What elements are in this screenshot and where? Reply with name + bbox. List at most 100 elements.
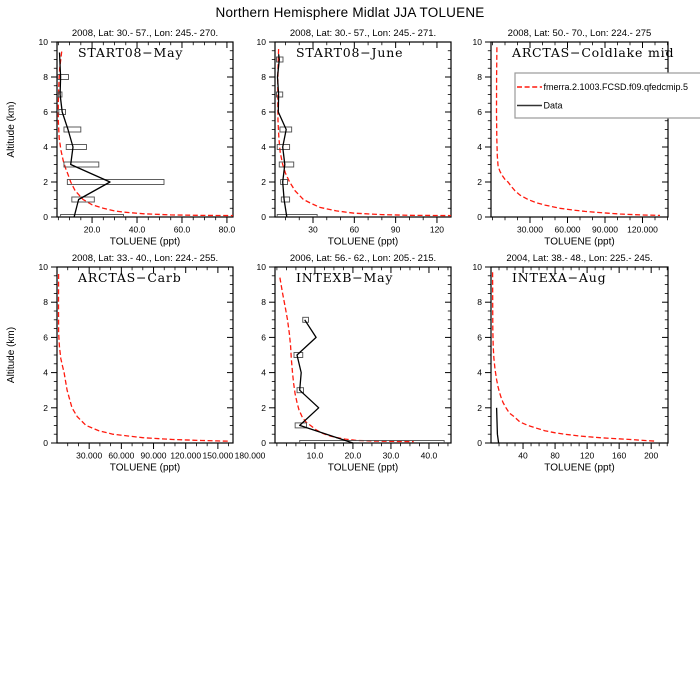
- x-tick-label: 120: [430, 225, 444, 235]
- error-box: [294, 422, 308, 429]
- y-tick-label: 0: [261, 438, 266, 448]
- axis-frame: [56, 41, 234, 218]
- error-box: [293, 352, 304, 358]
- y-tick-label: 2: [477, 177, 482, 187]
- data-curve: [495, 407, 500, 443]
- x-tick-label: 90: [391, 225, 401, 235]
- y-tick-label: 8: [43, 297, 48, 307]
- y-tick-label: 6: [261, 107, 266, 117]
- legend-label: fmerra.2.1003.FCSD.f09.qfedcmip.5: [544, 82, 689, 92]
- x-axis-title: TOLUENE (ppt): [544, 237, 614, 248]
- x-tick-label: 120.000: [170, 451, 201, 461]
- x-tick-label: 30.0: [383, 451, 400, 461]
- x-tick-label: 10.0: [307, 451, 324, 461]
- y-tick-label: 8: [43, 72, 48, 82]
- y-tick-label: 0: [477, 212, 482, 222]
- y-axis-title: Altitude (km): [6, 101, 17, 157]
- y-tick-label: 8: [261, 72, 266, 82]
- y-tick-label: 4: [261, 142, 266, 152]
- axis-frame: [56, 266, 234, 444]
- model-curve: [57, 51, 233, 217]
- panel-label: INTEXB−May: [296, 270, 393, 285]
- model-curve: [279, 277, 414, 443]
- panel-label: START08−May: [78, 45, 183, 60]
- y-tick-label: 10: [257, 37, 267, 47]
- x-tick-label: 60.000: [555, 225, 581, 235]
- x-tick-label: 40.0: [129, 225, 146, 235]
- x-tick-label: 20.0: [345, 451, 362, 461]
- x-tick-label: 30.000: [76, 451, 102, 461]
- error-box: [276, 91, 284, 98]
- x-tick-label: 40.0: [421, 451, 438, 461]
- x-tick-label: 30.000: [517, 225, 543, 235]
- y-tick-label: 4: [477, 142, 482, 152]
- x-tick-label: 90.000: [592, 225, 618, 235]
- y-tick-label: 0: [477, 438, 482, 448]
- data-curve: [296, 319, 354, 443]
- y-tick-label: 10: [473, 262, 483, 272]
- y-tick-label: 2: [43, 403, 48, 413]
- panel-header: 2006, Lat: 56.- 62., Lon: 205.- 215.: [290, 253, 436, 264]
- error-box: [299, 440, 445, 443]
- x-tick-label: 20.0: [84, 225, 101, 235]
- x-axis-title: TOLUENE (ppt): [110, 237, 180, 248]
- y-tick-label: 6: [43, 107, 48, 117]
- y-tick-label: 8: [477, 72, 482, 82]
- y-tick-label: 8: [261, 297, 266, 307]
- error-box: [57, 74, 69, 80]
- figure-title: Northern Hemisphere Midlat JJA TOLUENE: [215, 5, 485, 20]
- panel-INTEXB−May: 10.0 20.0 30.0 40.0 0 2 4 6 8 10 2006, Lat: 56.- 6…: [257, 253, 452, 474]
- panel-header: 2008, Lat: 33.- 40., Lon: 224.- 255.: [72, 253, 218, 264]
- y-tick-label: 0: [43, 438, 48, 448]
- y-tick-label: 4: [43, 142, 48, 152]
- y-tick-label: 6: [43, 332, 48, 342]
- y-tick-label: 2: [43, 177, 48, 187]
- y-tick-label: 10: [473, 37, 483, 47]
- y-tick-label: 2: [261, 177, 266, 187]
- x-tick-label: 180.000: [235, 451, 266, 461]
- panel-INTEXA−Aug: 40 80 120 160 200 0 2 4 6 8 10 2004, Lat: 38.- 48.,…: [473, 253, 669, 474]
- y-tick-label: 6: [477, 107, 482, 117]
- x-tick-label: 30: [308, 225, 318, 235]
- legend-label: Data: [544, 101, 563, 111]
- y-tick-label: 10: [39, 262, 49, 272]
- data-curve: [58, 52, 111, 217]
- axis-frame: [490, 266, 669, 444]
- x-tick-label: 90.000: [141, 451, 167, 461]
- error-box: [63, 161, 100, 168]
- model-curve: [491, 272, 657, 442]
- x-axis-title: TOLUENE (ppt): [328, 463, 398, 474]
- panel-START08−June: 30 60 90 120 0 2 4 6 8 10 2008, Lat: 30.- 57., Lon…: [257, 28, 452, 248]
- panel-label: START08−June: [296, 45, 403, 60]
- x-tick-label: 160: [612, 451, 626, 461]
- error-box: [280, 196, 291, 203]
- panel-label: ARCTAS−Carb: [77, 270, 182, 285]
- data-curve: [276, 54, 288, 217]
- error-box: [66, 179, 165, 185]
- panel-header: 2008, Lat: 30.- 57., Lon: 245.- 270.: [72, 28, 218, 39]
- axis-frame: [490, 41, 669, 218]
- y-tick-label: 10: [39, 37, 49, 47]
- panel-header: 2008, Lat: 50.- 70., Lon: 224.- 275: [508, 28, 652, 39]
- panel-ARCTAS−Coldlake mid: 30.000 60.000 90.000 120.000 0 2 4 6 8 10 2008, La…: [473, 28, 700, 248]
- panel-label: INTEXA−Aug: [512, 270, 606, 285]
- y-tick-label: 0: [43, 212, 48, 222]
- y-tick-label: 4: [477, 368, 482, 378]
- y-tick-label: 6: [477, 332, 482, 342]
- y-tick-label: 0: [261, 212, 266, 222]
- x-tick-label: 60.0: [174, 225, 191, 235]
- legend: fmerra.2.1003.FCSD.f09.qfedcmip.5 Data: [514, 72, 700, 119]
- error-box: [278, 161, 295, 168]
- y-tick-label: 2: [261, 403, 266, 413]
- x-axis-title: TOLUENE (ppt): [544, 463, 614, 474]
- error-box: [276, 56, 284, 63]
- x-tick-label: 120: [580, 451, 594, 461]
- x-axis-title: TOLUENE (ppt): [110, 463, 180, 474]
- panel-header: 2004, Lat: 38.- 48., Lon: 225.- 245.: [506, 253, 652, 264]
- error-box: [65, 144, 87, 150]
- x-tick-label: 60: [350, 225, 360, 235]
- axis-frame: [274, 41, 452, 218]
- y-tick-label: 6: [261, 332, 266, 342]
